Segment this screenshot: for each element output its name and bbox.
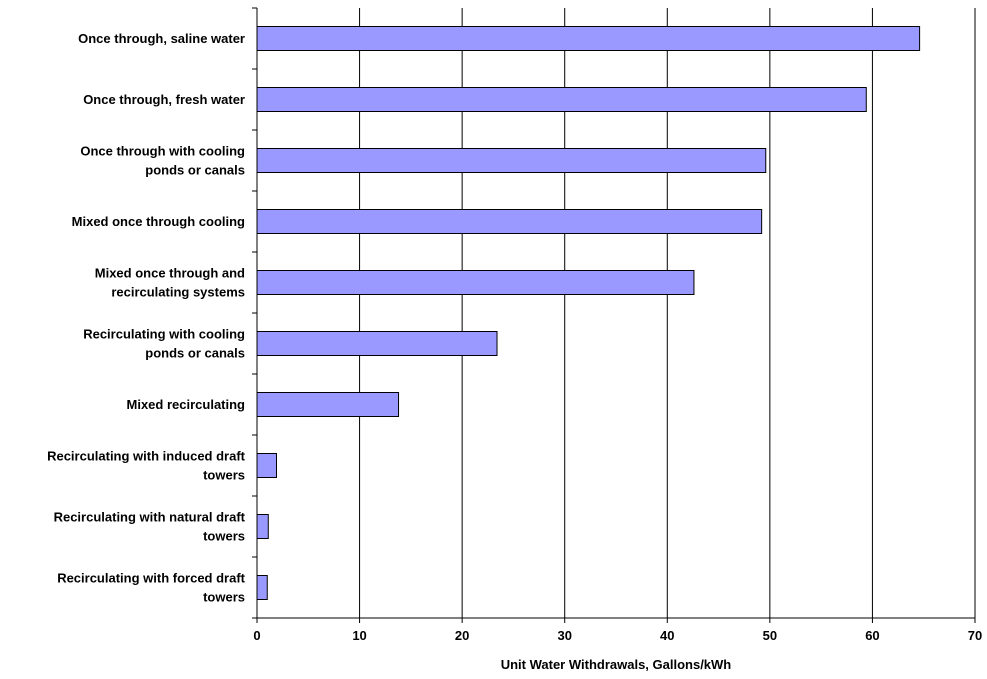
bar-1: [256, 87, 867, 112]
category-label: ponds or canals: [145, 346, 245, 361]
bar-2: [256, 148, 767, 173]
category-label: Mixed recirculating: [127, 397, 246, 412]
category-label: towers: [203, 468, 245, 483]
x-tick-labels: 0 10 20 30 40 50 60 70: [253, 628, 982, 643]
x-axis-title: Unit Water Withdrawals, Gallons/kWh: [501, 657, 732, 672]
category-label: Recirculating with induced draft: [47, 449, 246, 464]
bar-0: [256, 26, 921, 51]
bar-7: [256, 453, 277, 478]
x-tick-label: 30: [557, 628, 571, 643]
x-tick-label: 60: [865, 628, 879, 643]
category-label: Recirculating with natural draft: [54, 510, 246, 525]
x-tick-label: 20: [455, 628, 469, 643]
bar-8: [256, 514, 269, 539]
bar-9: [256, 575, 268, 600]
category-label: Mixed once through cooling: [72, 214, 245, 229]
category-label: Once through, fresh water: [83, 92, 245, 107]
category-label: towers: [203, 529, 245, 544]
bar-5: [256, 331, 498, 356]
x-tick-label: 70: [968, 628, 982, 643]
bars: [256, 26, 921, 600]
category-label: Once through with cooling: [80, 144, 245, 159]
x-tick-label: 0: [253, 628, 260, 643]
bar-3: [256, 209, 763, 234]
x-tick-label: 10: [352, 628, 366, 643]
y-axis-ticks: [252, 7, 257, 619]
x-axis-ticks: [256, 618, 976, 623]
category-label: recirculating systems: [111, 285, 245, 300]
x-tick-label: 50: [763, 628, 777, 643]
bar-6: [256, 392, 400, 417]
category-label: towers: [203, 590, 245, 605]
category-label: Once through, saline water: [78, 31, 245, 46]
category-label: Recirculating with forced draft: [57, 571, 245, 586]
category-label: Recirculating with cooling: [83, 327, 245, 342]
category-label: ponds or canals: [145, 163, 245, 178]
bar-4: [256, 270, 695, 295]
category-labels: Once through, saline water Once through, …: [47, 31, 246, 605]
x-tick-label: 40: [660, 628, 674, 643]
category-label: Mixed once through and: [95, 266, 245, 281]
